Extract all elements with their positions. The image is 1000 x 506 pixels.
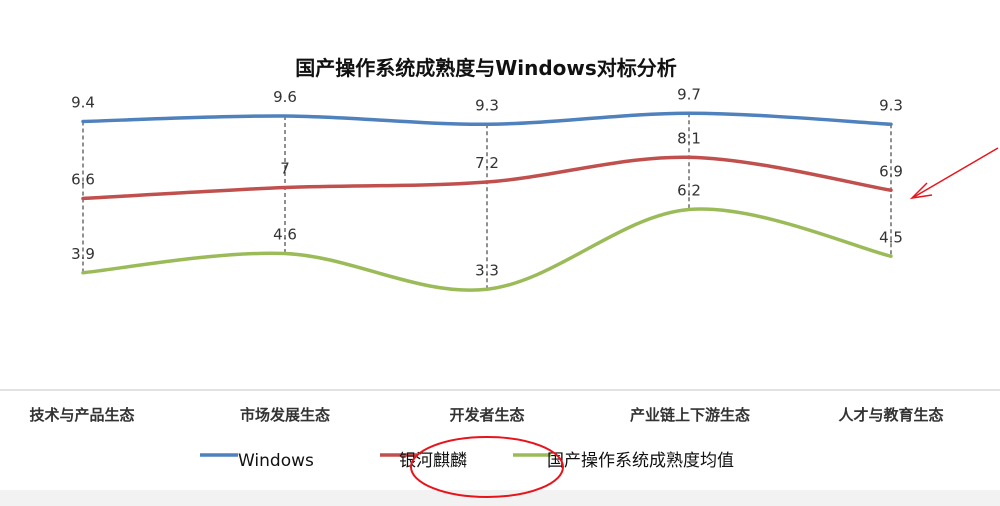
chart-title: 国产操作系统成熟度与Windows对标分析 <box>295 56 677 80</box>
data-label: 3.9 <box>71 245 95 263</box>
data-label: 4.5 <box>879 228 903 246</box>
data-label: 6.2 <box>677 182 701 200</box>
data-label: 9.4 <box>71 94 95 112</box>
bottom-bar <box>0 490 1000 506</box>
legend-label: 国产操作系统成熟度均值 <box>547 450 734 471</box>
data-label: 9.7 <box>677 85 701 103</box>
arrow-head <box>909 182 933 200</box>
category-label: 市场发展生态 <box>240 406 330 424</box>
series-line-2 <box>81 155 893 201</box>
legend-label: Windows <box>238 451 314 471</box>
category-label: 产业链上下游生态 <box>630 406 750 424</box>
data-label: 4.6 <box>273 226 297 244</box>
category-label: 开发者生态 <box>449 406 524 424</box>
data-label: 7 <box>280 160 290 178</box>
data-label: 9.3 <box>475 96 499 114</box>
annotation-arrow <box>913 147 999 198</box>
data-label: 6.6 <box>71 171 95 189</box>
category-label: 技术与产品生态 <box>29 406 134 424</box>
legend-label: 银河麒麟 <box>399 451 467 471</box>
highlight-ellipse <box>410 436 564 498</box>
data-label: 8.1 <box>677 129 701 147</box>
data-label: 7.2 <box>475 154 499 172</box>
series-line-3 <box>81 207 893 292</box>
series-line-1 <box>81 111 893 127</box>
data-label: 9.6 <box>273 88 297 106</box>
data-label: 3.3 <box>475 261 499 279</box>
data-label: 6.9 <box>879 162 903 180</box>
data-label: 9.3 <box>879 96 903 114</box>
category-label: 人才与教育生态 <box>838 406 943 424</box>
